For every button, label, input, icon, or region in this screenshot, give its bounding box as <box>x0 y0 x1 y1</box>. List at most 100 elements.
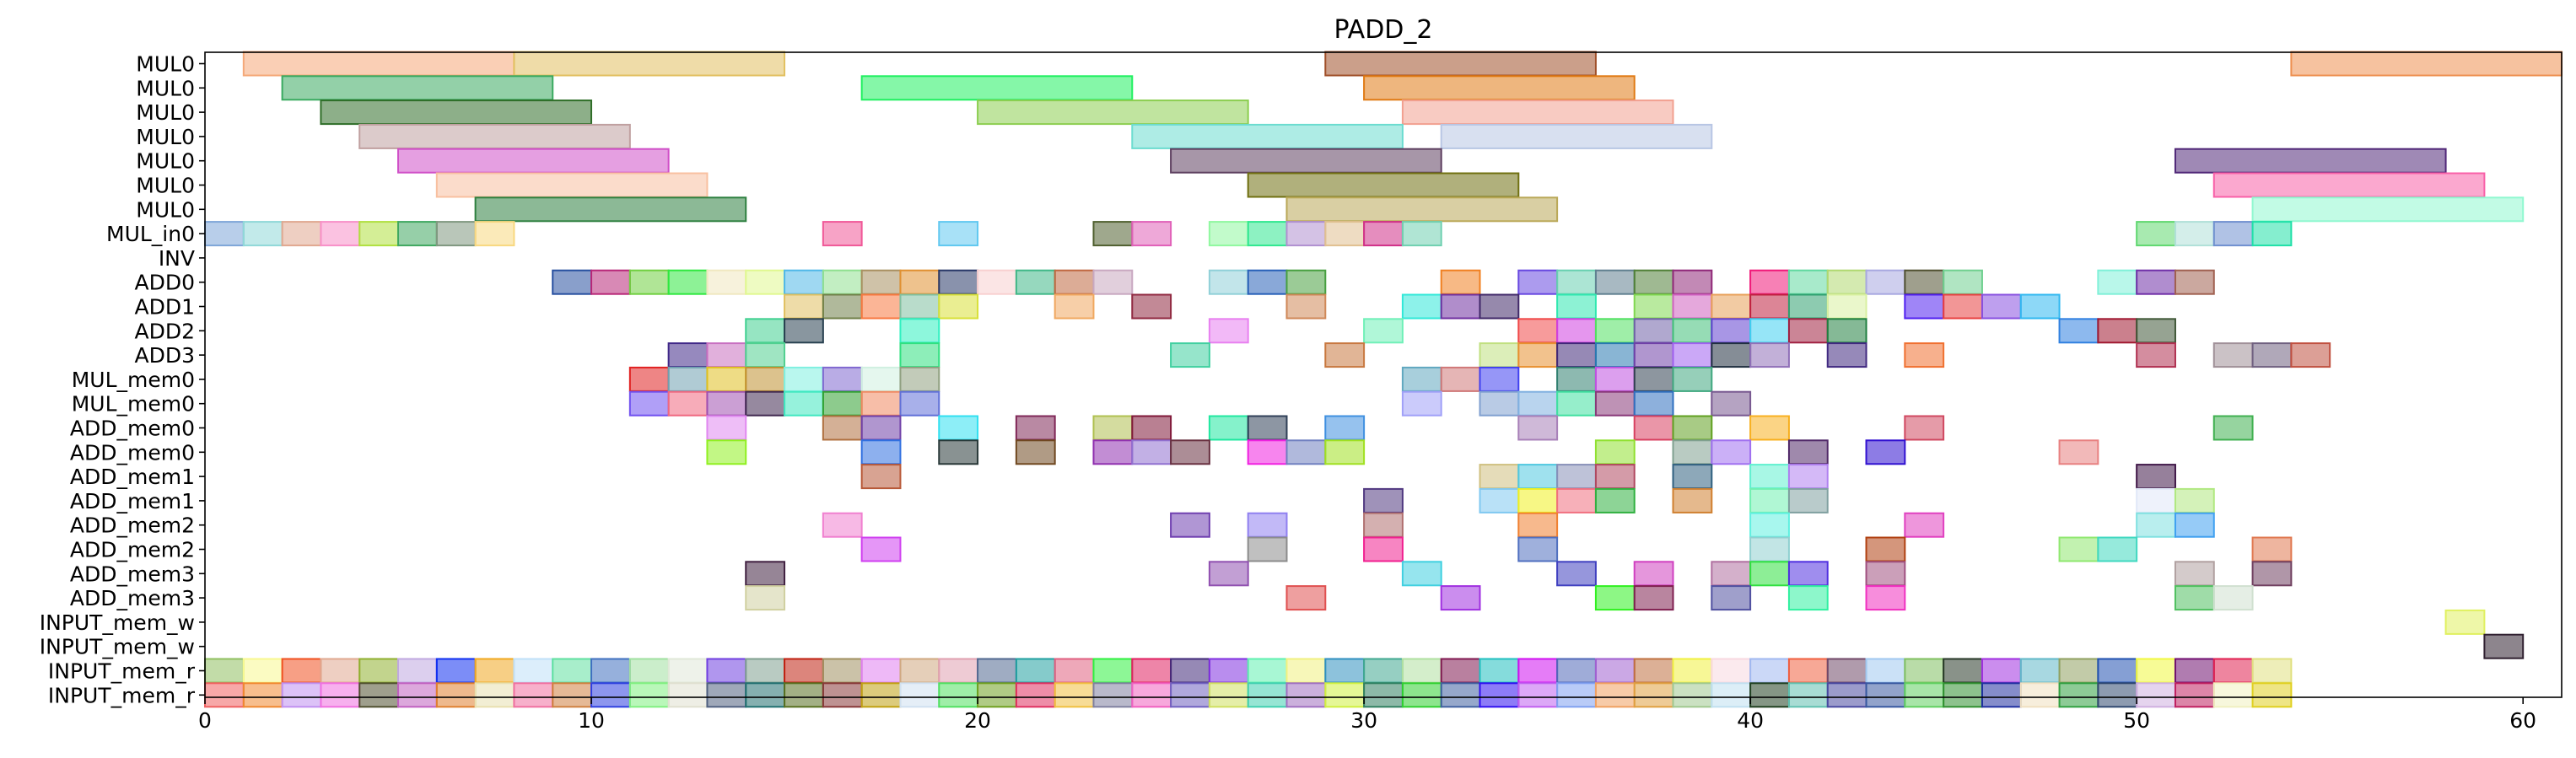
task-bar <box>2136 512 2176 538</box>
task-bar <box>628 682 670 708</box>
task-bar <box>745 318 786 344</box>
task-bar <box>2174 148 2447 174</box>
y-tick-label: INPUT_mem_r <box>48 659 196 684</box>
task-bar <box>1092 269 1134 295</box>
task-bar <box>1556 561 1597 587</box>
x-tick-label: 60 <box>2509 708 2536 733</box>
task-bar <box>938 439 979 465</box>
task-bar <box>1440 269 1481 295</box>
task-bar <box>822 682 863 708</box>
y-tick-label: ADD_mem3 <box>70 562 195 586</box>
task-bar <box>1324 439 1366 465</box>
task-bar <box>2136 269 2176 295</box>
task-bar <box>1672 342 1713 368</box>
task-bar <box>397 682 438 708</box>
task-bar <box>1633 318 1674 344</box>
task-bar <box>1556 682 1597 708</box>
y-tick-label: MUL0 <box>136 100 195 125</box>
task-bar <box>822 390 863 417</box>
task-bar <box>2058 658 2099 684</box>
task-bar <box>2058 318 2099 344</box>
task-bar <box>1943 658 1983 684</box>
task-bar <box>1749 536 1790 562</box>
task-bar <box>2290 51 2563 77</box>
task-bar <box>1208 318 1249 344</box>
y-tick-label: ADD_mem3 <box>70 586 195 610</box>
task-bar <box>1711 439 1752 465</box>
task-bar <box>1672 318 1713 344</box>
task-bar <box>1479 658 1520 684</box>
task-bar <box>1826 682 1867 708</box>
task-bar <box>1517 342 1559 368</box>
task-bar <box>1401 366 1442 392</box>
task-bar <box>1672 269 1713 295</box>
task-bar <box>2136 658 2176 684</box>
task-bar <box>1363 512 1404 538</box>
task-bar <box>281 221 322 247</box>
y-tick-label: INPUT_mem_r <box>48 683 196 707</box>
task-bar <box>784 293 824 320</box>
task-bar <box>1170 512 1210 538</box>
task-bar <box>745 658 786 684</box>
task-bar <box>2251 536 2293 562</box>
task-bar <box>1749 269 1790 295</box>
task-bar <box>2019 293 2061 320</box>
task-bar <box>2058 682 2099 708</box>
task-bar <box>860 439 902 465</box>
y-tick-label: MUL_in0 <box>106 222 195 246</box>
task-bar <box>706 366 747 392</box>
task-bar <box>1633 293 1674 320</box>
x-tick-label: 10 <box>578 708 605 733</box>
task-bar <box>1131 682 1172 708</box>
task-bar <box>1247 172 1520 198</box>
task-bar <box>2251 561 2293 587</box>
task-bar <box>1787 487 1829 513</box>
task-bar <box>1479 342 1520 368</box>
task-bar <box>1787 293 1829 320</box>
task-bar <box>1865 658 1906 684</box>
task-bar <box>899 366 940 392</box>
task-bar <box>1170 148 1442 174</box>
task-bar <box>1749 682 1790 708</box>
task-bar <box>1672 487 1713 513</box>
task-bar <box>1594 342 1636 368</box>
task-bar <box>938 415 979 441</box>
task-bar <box>860 415 902 441</box>
task-bar <box>2174 561 2215 587</box>
task-bar <box>242 51 515 77</box>
task-bar <box>1015 269 1056 295</box>
task-bar <box>822 293 863 320</box>
task-bar <box>1517 269 1559 295</box>
task-bar <box>2251 682 2293 708</box>
task-bar <box>1749 464 1790 490</box>
task-bar <box>1092 658 1134 684</box>
y-tick-label: INV <box>159 246 195 271</box>
task-bar <box>435 658 477 684</box>
task-bar <box>1749 318 1790 344</box>
task-bar <box>1401 682 1442 708</box>
task-bar <box>1363 487 1404 513</box>
task-bar <box>822 269 863 295</box>
task-bar <box>1633 342 1674 368</box>
y-tick-label: MUL0 <box>136 52 195 77</box>
task-bar <box>2174 585 2215 611</box>
task-bar <box>1594 658 1636 684</box>
task-bar <box>784 318 824 344</box>
task-bar <box>2212 221 2254 247</box>
task-bar <box>1749 658 1790 684</box>
task-bar <box>784 366 824 392</box>
y-tick-label: ADD_mem0 <box>70 417 195 441</box>
task-bar <box>1943 682 1983 708</box>
task-bar <box>2212 415 2254 441</box>
task-bar <box>1711 682 1752 708</box>
task-bar <box>1749 487 1790 513</box>
task-bar <box>1131 123 1404 149</box>
task-bar <box>2097 536 2138 562</box>
task-bar <box>784 390 824 417</box>
y-tick-label: ADD_mem1 <box>70 465 195 489</box>
task-bar <box>1324 51 1597 77</box>
task-bar <box>1401 561 1442 587</box>
task-bar <box>2212 585 2254 611</box>
x-tick-label: 0 <box>198 708 212 733</box>
